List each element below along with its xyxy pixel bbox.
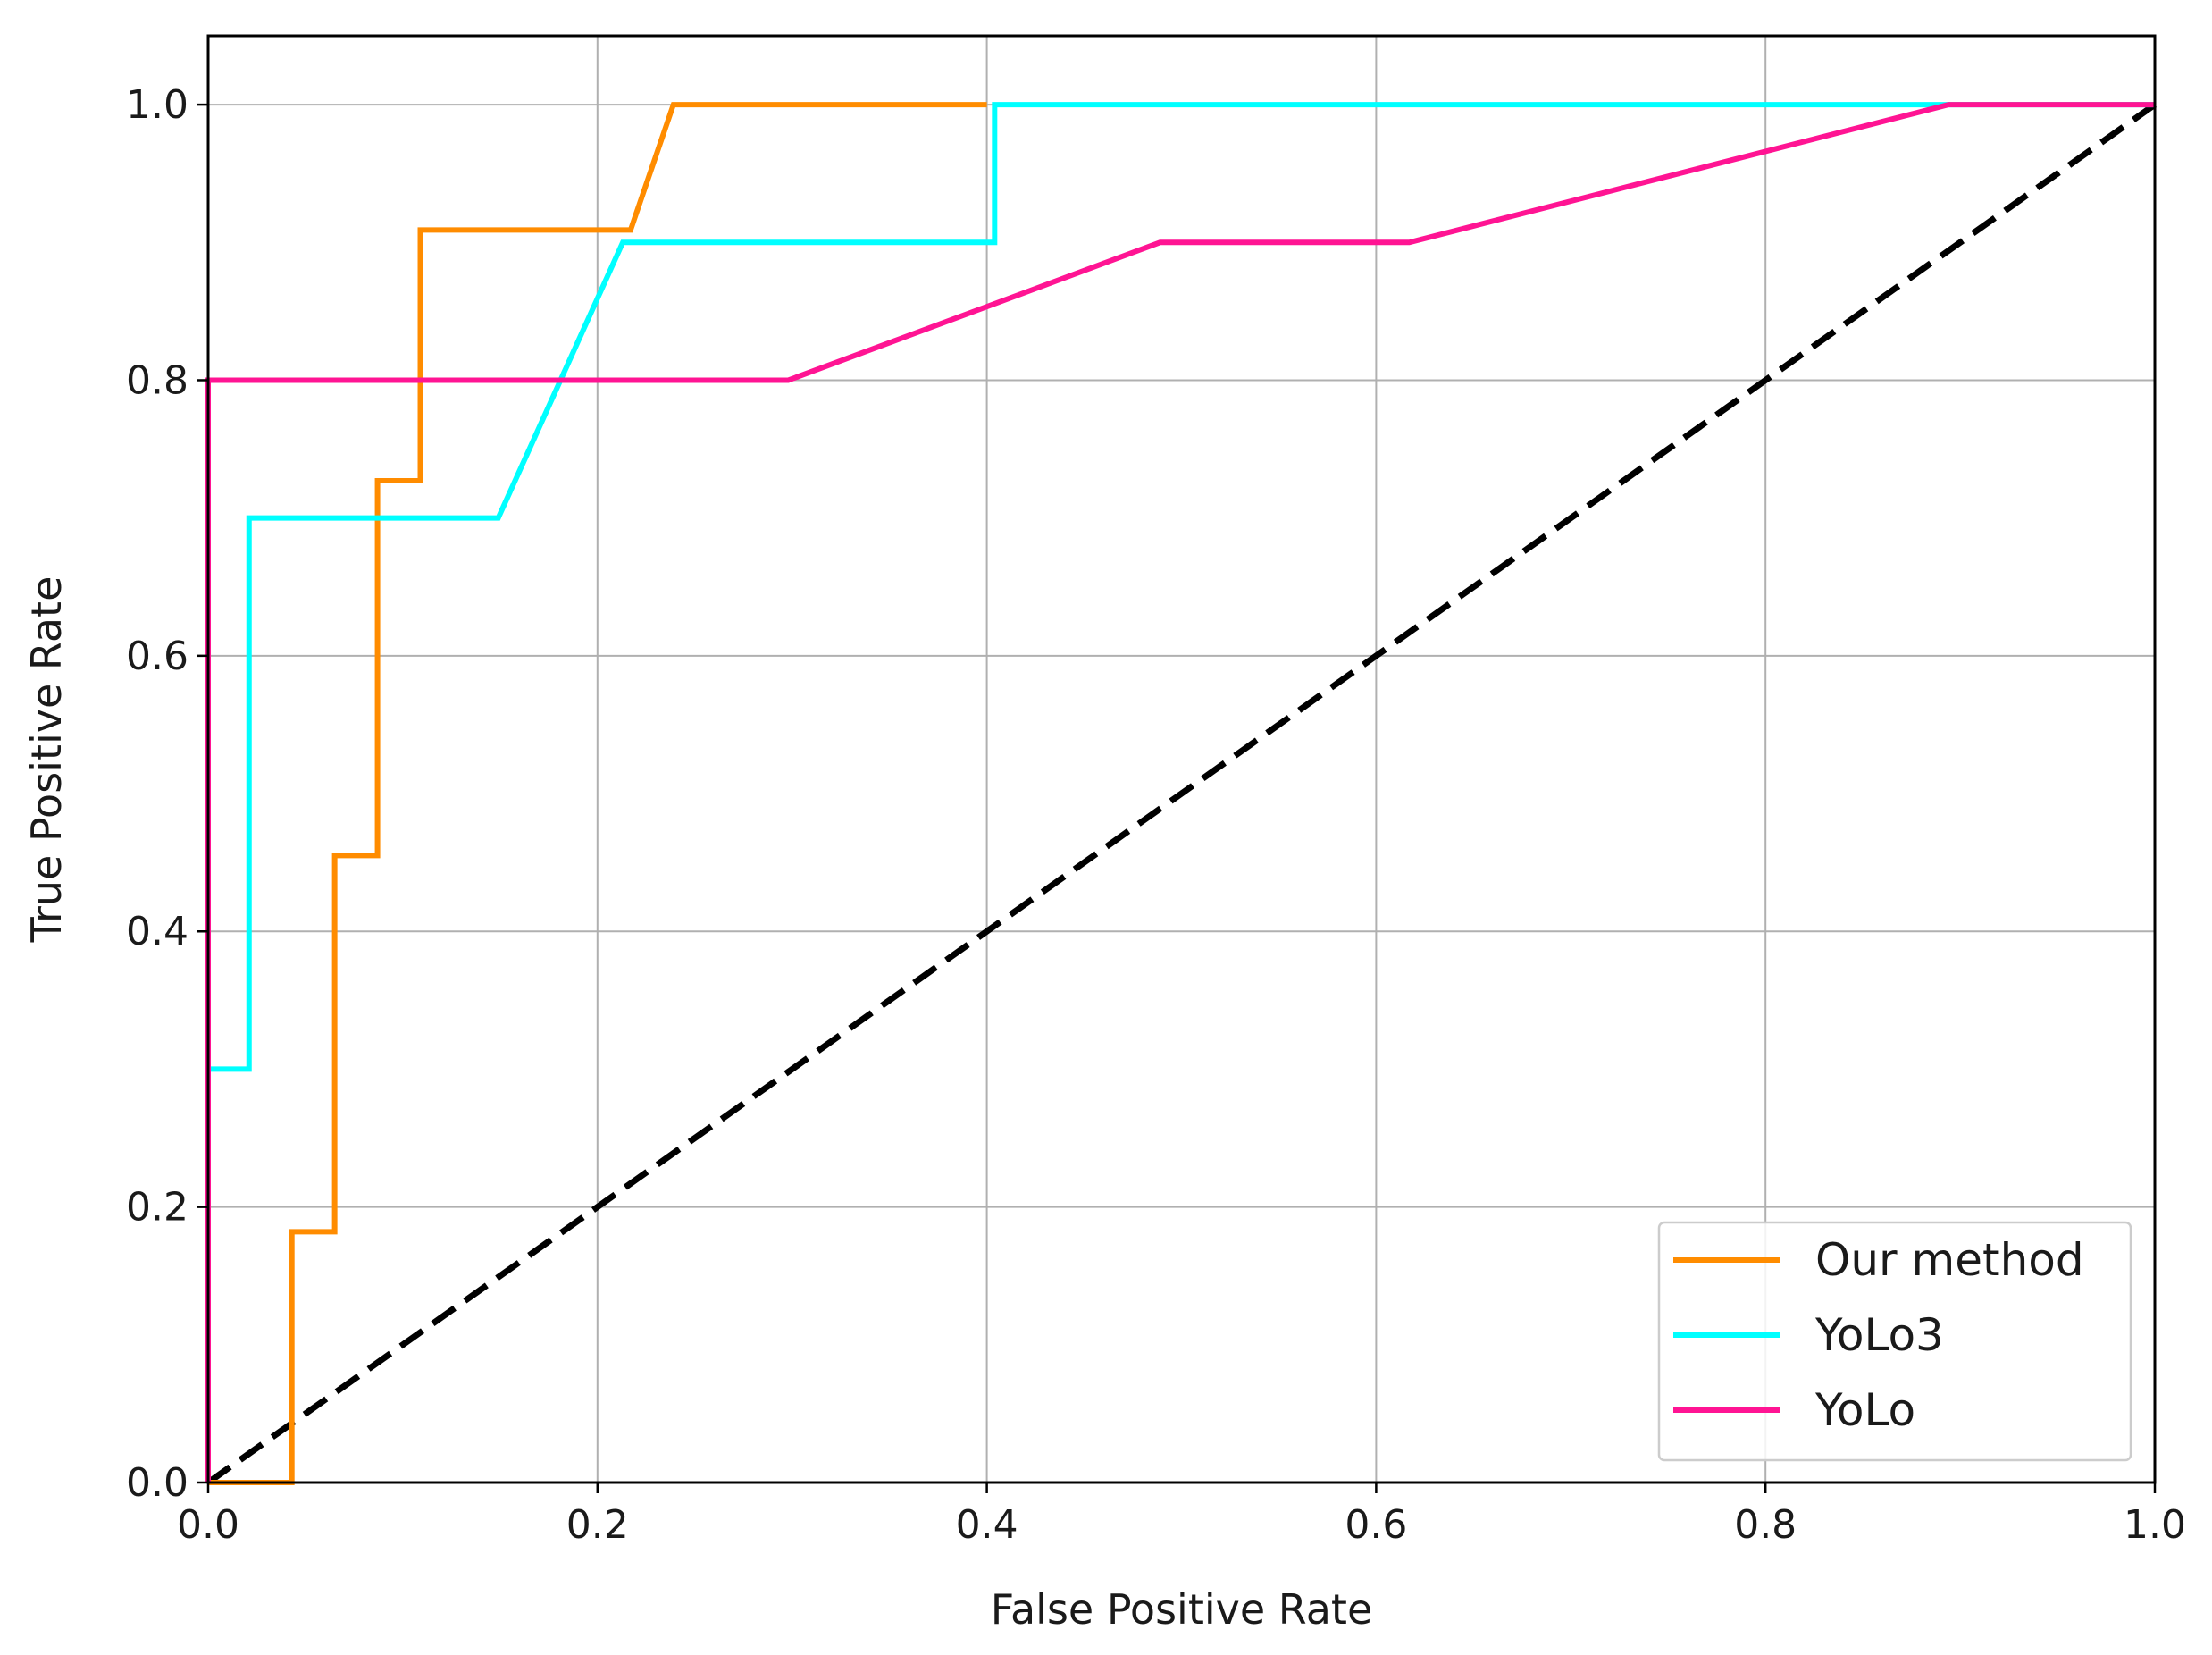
x-tick-label-5: 1.0 (2124, 1502, 2186, 1548)
series-line-0 (208, 102, 987, 1485)
x-tick-label-4: 0.8 (1734, 1502, 1797, 1548)
grid (207, 36, 2156, 1483)
y-tick-label-2: 0.4 (126, 909, 189, 954)
x-tick-label-2: 0.4 (956, 1502, 1018, 1548)
y-tick-label-3: 0.6 (126, 634, 189, 679)
y-axis-label: True Positive Rate (22, 576, 71, 944)
plot-frame (206, 34, 2157, 1484)
x-tick-label-3: 0.6 (1345, 1502, 1407, 1548)
legend-box (1657, 1221, 2132, 1462)
y-tick-label-5: 1.0 (126, 82, 189, 128)
y-tick-label-0: 0.0 (126, 1460, 189, 1506)
y-tick-label-4: 0.8 (126, 357, 189, 403)
x-axis-label: False Positive Rate (991, 1585, 1373, 1634)
legend-label-0: Our method (1815, 1234, 2084, 1286)
axis-ticks: 0.0 0.2 0.4 0.6 0.8 1.0 0.0 0.2 0.4 0.6 0.8 1.0 (126, 82, 2186, 1548)
x-tick-label-0: 0.0 (177, 1502, 239, 1548)
legend-label-2: YoLo (1814, 1384, 1915, 1436)
legend: Our method YoLo3 YoLo (1657, 1221, 2132, 1462)
legend-label-1: YoLo3 (1814, 1309, 1944, 1361)
x-tick-label-1: 0.2 (566, 1502, 629, 1548)
chance-reference-line (205, 102, 2158, 1485)
y-tick-label-1: 0.2 (126, 1185, 189, 1231)
